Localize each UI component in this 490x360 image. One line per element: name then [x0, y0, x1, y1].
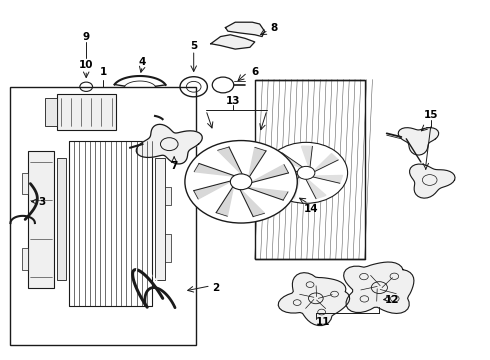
Text: 1: 1 — [99, 67, 107, 77]
Text: 14: 14 — [304, 204, 318, 214]
Bar — [57, 94, 116, 130]
Polygon shape — [239, 188, 265, 217]
Circle shape — [265, 142, 347, 203]
Text: 8: 8 — [270, 23, 278, 33]
Bar — [27, 151, 54, 288]
Polygon shape — [270, 171, 301, 182]
Text: 2: 2 — [212, 283, 220, 293]
Text: 5: 5 — [190, 41, 197, 50]
Circle shape — [185, 140, 297, 223]
Text: 4: 4 — [139, 57, 146, 67]
Polygon shape — [275, 153, 305, 168]
Polygon shape — [248, 147, 266, 178]
Bar — [10, 87, 196, 345]
Polygon shape — [194, 163, 236, 176]
Text: 15: 15 — [423, 111, 438, 121]
Polygon shape — [278, 273, 350, 325]
Text: 6: 6 — [251, 67, 258, 77]
Bar — [57, 158, 66, 280]
Polygon shape — [246, 187, 288, 200]
Bar — [255, 80, 365, 259]
Text: 13: 13 — [225, 96, 240, 106]
Text: 12: 12 — [384, 295, 399, 305]
Polygon shape — [136, 124, 202, 164]
Bar — [165, 234, 171, 262]
Polygon shape — [343, 262, 414, 314]
Bar — [45, 98, 57, 126]
Polygon shape — [305, 177, 326, 199]
Text: 10: 10 — [79, 60, 94, 70]
Text: 7: 7 — [171, 161, 178, 171]
Polygon shape — [285, 175, 301, 198]
Bar — [165, 187, 171, 205]
Text: 3: 3 — [39, 197, 46, 207]
Polygon shape — [301, 146, 312, 170]
Bar — [69, 140, 152, 306]
Polygon shape — [218, 147, 243, 175]
Bar — [155, 158, 165, 280]
Circle shape — [230, 174, 252, 190]
Polygon shape — [250, 165, 289, 183]
Polygon shape — [398, 128, 439, 155]
Polygon shape — [225, 22, 265, 37]
Polygon shape — [310, 175, 343, 183]
Text: 9: 9 — [83, 32, 90, 41]
Bar — [22, 248, 27, 270]
Circle shape — [297, 166, 315, 179]
Text: 11: 11 — [316, 317, 330, 327]
Polygon shape — [194, 180, 232, 199]
Polygon shape — [211, 35, 255, 49]
Polygon shape — [312, 154, 338, 173]
Polygon shape — [410, 164, 455, 198]
Polygon shape — [216, 185, 234, 216]
Bar — [22, 173, 27, 194]
